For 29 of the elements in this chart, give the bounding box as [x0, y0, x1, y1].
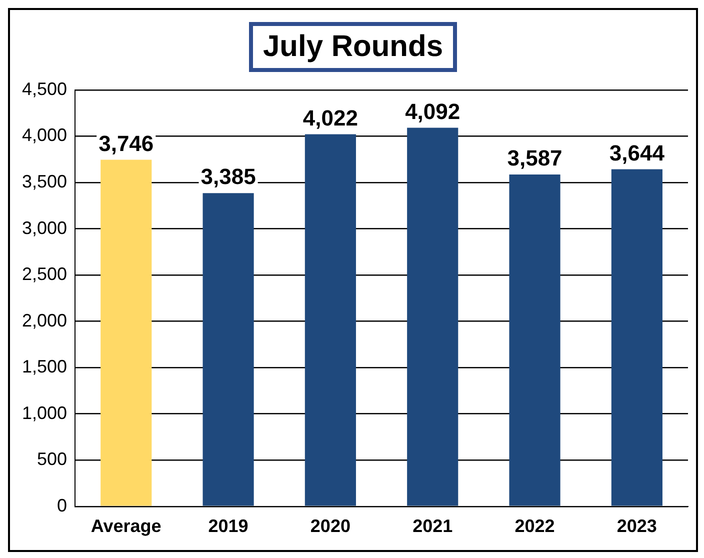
y-tick-label: 2,500 [22, 264, 68, 284]
y-tick-label: 3,500 [22, 172, 68, 192]
bar [202, 193, 254, 506]
chart-title: July Rounds [248, 22, 457, 72]
bar [407, 128, 458, 506]
y-tick-label: 4,500 [22, 78, 68, 99]
y-tick-label: 0 [57, 495, 68, 516]
x-tick-label: 2020 [310, 516, 350, 536]
y-tick-label: 4,000 [22, 125, 68, 146]
x-tick-label: 2021 [412, 516, 453, 536]
y-tick-label: 2,000 [22, 310, 68, 330]
data-label: 4,022 [302, 105, 358, 130]
x-tick-label: 2023 [616, 516, 657, 536]
y-tick-label: 3,000 [22, 218, 68, 238]
bar [304, 134, 356, 506]
bar [100, 160, 152, 506]
data-label: 3,644 [609, 140, 666, 166]
y-tick-label: 500 [36, 449, 68, 470]
data-label: 3,587 [507, 146, 562, 171]
x-tick-label: Average [90, 516, 162, 536]
x-tick-label: 2022 [514, 516, 555, 536]
data-label: 4,092 [405, 98, 460, 124]
y-tick-label: 1,000 [22, 402, 68, 423]
bar [611, 169, 662, 506]
y-tick-label: 1,500 [22, 356, 68, 377]
data-label: 3,385 [200, 164, 256, 190]
x-tick-label: 2019 [208, 516, 248, 536]
data-label: 3,746 [98, 130, 154, 156]
bar [509, 174, 560, 506]
